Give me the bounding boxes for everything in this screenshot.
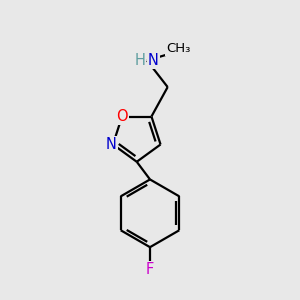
Text: H: H (134, 53, 145, 68)
Text: N: N (148, 53, 159, 68)
Text: O: O (116, 109, 128, 124)
Text: F: F (146, 262, 154, 277)
Text: CH₃: CH₃ (166, 42, 190, 55)
Text: N: N (106, 137, 117, 152)
